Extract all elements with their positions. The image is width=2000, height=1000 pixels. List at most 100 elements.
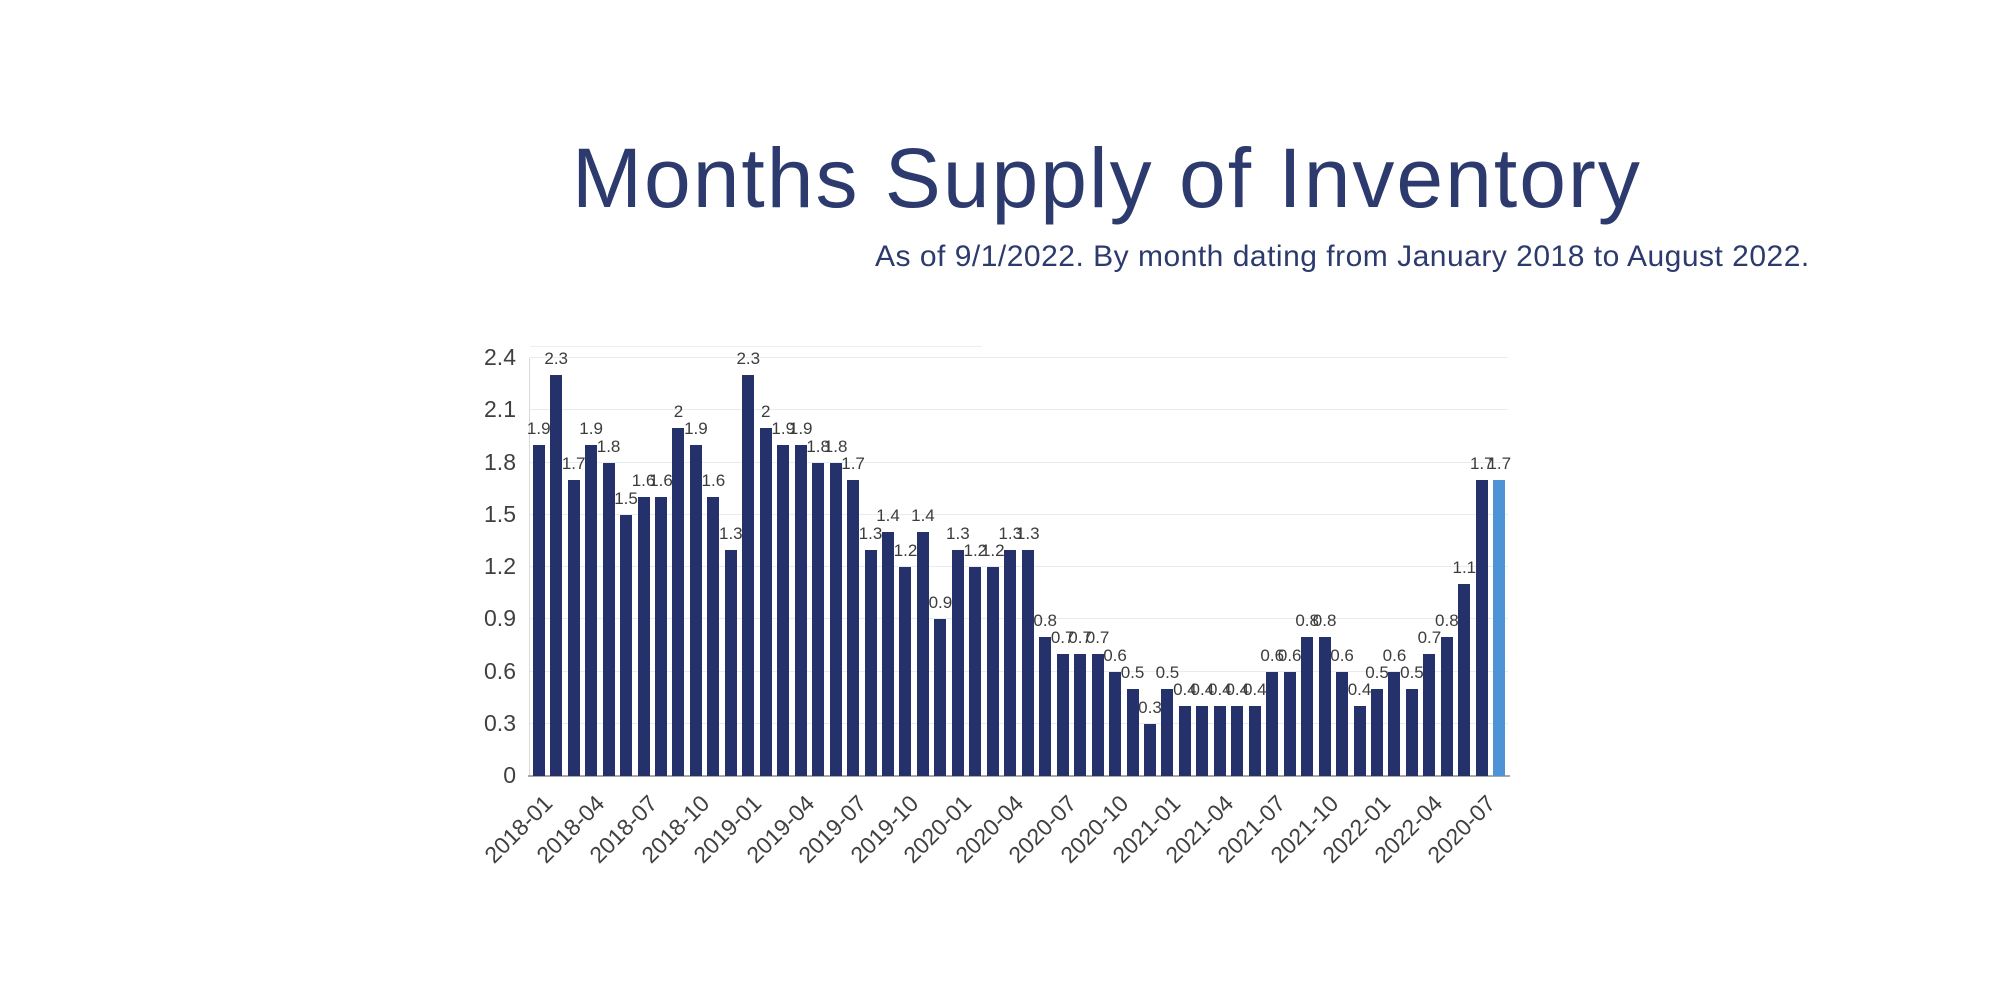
- bar-value-label: 0.5: [1155, 662, 1180, 682]
- bar-value-label: 0.4: [1173, 680, 1197, 700]
- bar: [707, 497, 720, 776]
- bar: [1353, 706, 1366, 776]
- bar: [847, 479, 860, 776]
- y-axis-tick-label: 1.8: [484, 448, 516, 475]
- bar-value-label: 0.7: [1068, 628, 1092, 648]
- bar: [899, 567, 912, 776]
- bar-value-label: 1.3: [719, 523, 743, 543]
- bar-value-label: 2: [673, 401, 684, 421]
- bar: [864, 549, 877, 776]
- bar: [689, 445, 702, 776]
- bar: [1143, 723, 1156, 776]
- bar: [1213, 706, 1226, 776]
- bar: [1248, 706, 1261, 776]
- bar: [724, 549, 737, 776]
- bar-value-label: 0.9: [928, 593, 953, 613]
- bar-value-label: 1.9: [579, 419, 603, 439]
- bar-value-label: 1.6: [631, 471, 656, 491]
- bar-value-label: 1.1: [1452, 558, 1477, 578]
- bar: [829, 462, 842, 776]
- bar-value-label: 0.7: [1417, 628, 1442, 648]
- bar-value-label: 0.8: [1312, 610, 1337, 630]
- bar: [567, 479, 580, 776]
- bar: [794, 445, 807, 776]
- bar-value-label: 0.5: [1365, 662, 1389, 682]
- bar-value-label: 0.4: [1208, 680, 1232, 700]
- chart-subtitle: As of 9/1/2022. By month dating from Jan…: [875, 240, 1810, 273]
- bar-value-label: 0.5: [1120, 662, 1145, 682]
- bar: [1301, 636, 1314, 776]
- bar: [1178, 706, 1191, 776]
- bar-value-label: 0.5: [1400, 662, 1424, 682]
- bar-value-label: 1.7: [561, 453, 586, 473]
- bar: [1074, 654, 1087, 776]
- bar-value-label: 1.8: [823, 436, 848, 456]
- bar: [986, 567, 999, 776]
- bar-value-label: 0.6: [1277, 645, 1302, 665]
- y-axis-tick-label: 2.1: [484, 396, 516, 423]
- bar-value-label: 0.4: [1225, 680, 1250, 700]
- bar: [1266, 671, 1279, 776]
- bar-value-label: 1.6: [701, 471, 726, 491]
- bar: [1091, 654, 1104, 776]
- bar-value-label: 0.6: [1260, 645, 1285, 665]
- y-axis-tick-label: 0.3: [484, 709, 516, 736]
- bar: [637, 497, 650, 776]
- gridline: [530, 618, 1508, 620]
- bar: [1475, 479, 1488, 776]
- bar: [1109, 671, 1122, 776]
- bar: [1231, 706, 1244, 776]
- bar-value-label: 1.7: [1487, 453, 1512, 473]
- bar-value-label: 0.6: [1382, 645, 1407, 665]
- bar: [1196, 706, 1209, 776]
- bar-value-label: 1.9: [771, 419, 796, 439]
- x-axis-line: [528, 775, 1510, 777]
- bar: [532, 445, 545, 776]
- bar: [1056, 654, 1069, 776]
- bar: [1493, 479, 1506, 776]
- bar: [585, 445, 598, 776]
- bar: [1440, 636, 1453, 776]
- bar: [742, 375, 755, 776]
- bar: [1423, 654, 1436, 776]
- bar: [1318, 636, 1331, 776]
- bar: [934, 619, 947, 776]
- plot-area: 0 0.3 0.6 0.9 1.2 1.5 1.8 2.1 2.4 1.9 2.3 1.7 1.9 1.8…: [479, 344, 1511, 868]
- bar: [1336, 671, 1349, 776]
- bar-value-label: 2.3: [736, 349, 761, 369]
- bar: [969, 567, 982, 776]
- bar-value-label: 1.9: [526, 419, 551, 439]
- y-axis-tick-label: 1.2: [484, 553, 516, 579]
- bar-value-label: 1.3: [946, 523, 970, 543]
- gridline: [530, 409, 1508, 411]
- bar-value-label: 0.4: [1347, 680, 1372, 700]
- bar: [951, 549, 964, 776]
- bar-value-label: 0.4: [1242, 680, 1267, 700]
- bar: [1458, 584, 1471, 776]
- bar-value-label: 1.7: [841, 453, 865, 473]
- bar-value-label: 2: [761, 401, 771, 421]
- bar-value-label: 1.8: [806, 436, 830, 456]
- bar-value-label: 1.9: [684, 419, 708, 439]
- bar-value-label: 0.8: [1295, 610, 1319, 630]
- bar: [672, 427, 685, 776]
- gridline: [530, 461, 1508, 463]
- bar-value-label: 0.4: [1190, 680, 1215, 700]
- bar-value-label: 1.3: [858, 523, 883, 543]
- bar: [1004, 549, 1017, 776]
- bar: [777, 445, 790, 776]
- y-axis-tick-label: 1.5: [484, 500, 516, 527]
- bar: [1021, 549, 1034, 776]
- gridline: [530, 357, 1508, 358]
- bar: [654, 497, 667, 776]
- bar-value-label: 1.7: [1469, 453, 1494, 473]
- y-axis-tick-label: 0: [503, 762, 516, 788]
- bar-value-label: 0.3: [1138, 697, 1162, 717]
- gridline: [530, 566, 1508, 567]
- bar: [1388, 671, 1401, 776]
- bar-value-label: 1.3: [1015, 523, 1040, 543]
- bar-value-label: 1.5: [614, 488, 638, 508]
- bar-value-label: 0.6: [1330, 645, 1354, 665]
- y-axis-tick-label: 2.4: [484, 344, 516, 370]
